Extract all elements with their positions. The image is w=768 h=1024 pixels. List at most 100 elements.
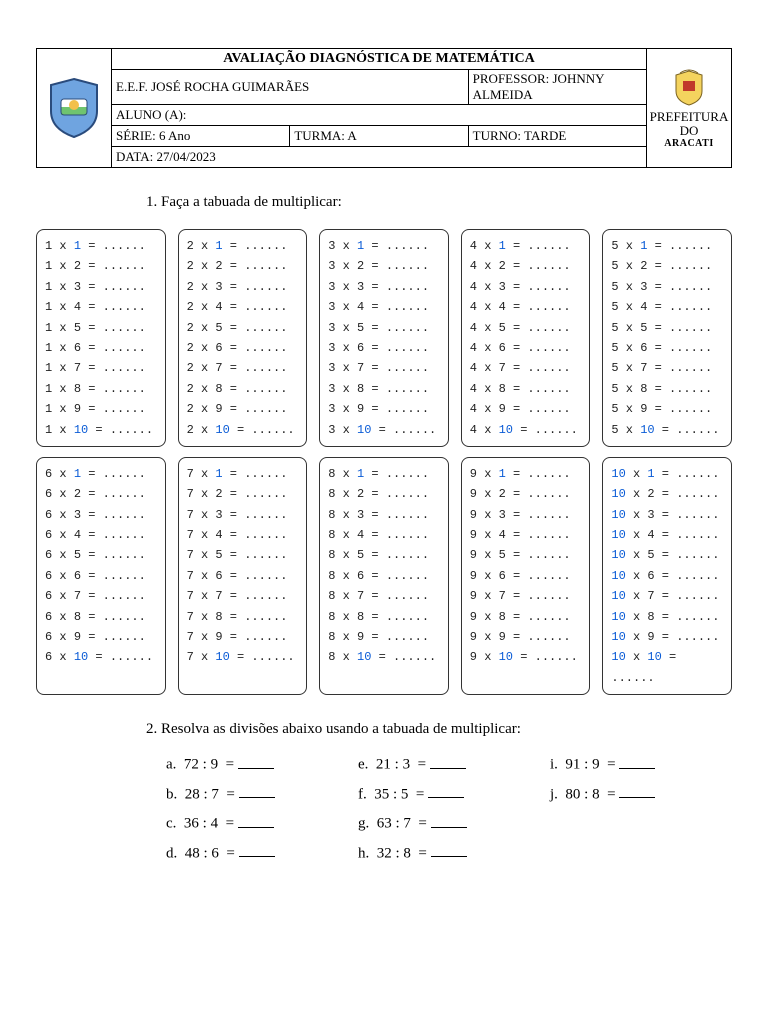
- division-item: b. 28 : 7 =: [166, 784, 348, 804]
- mult-row: 10 x 4 = ......: [611, 525, 723, 545]
- mult-row: 8 x 7 = ......: [328, 586, 440, 606]
- mult-row: 10 x 7 = ......: [611, 586, 723, 606]
- mult-row: 2 x 9 = ......: [187, 399, 299, 419]
- mult-row: 7 x 2 = ......: [187, 484, 299, 504]
- division-item: i. 91 : 9 =: [550, 754, 732, 774]
- mult-row: 5 x 1 = ......: [611, 236, 723, 256]
- mult-row: 3 x 6 = ......: [328, 338, 440, 358]
- mult-row: 2 x 7 = ......: [187, 358, 299, 378]
- mult-row: 3 x 2 = ......: [328, 256, 440, 276]
- mult-row: 1 x 8 = ......: [45, 379, 157, 399]
- mult-row: 5 x 3 = ......: [611, 277, 723, 297]
- mult-row: 6 x 6 = ......: [45, 566, 157, 586]
- mult-row: 2 x 3 = ......: [187, 277, 299, 297]
- mult-row: 3 x 9 = ......: [328, 399, 440, 419]
- mult-row: 7 x 3 = ......: [187, 505, 299, 525]
- mult-row: 8 x 9 = ......: [328, 627, 440, 647]
- mult-row: 10 x 9 = ......: [611, 627, 723, 647]
- mult-row: 4 x 1 = ......: [470, 236, 582, 256]
- mult-row: 4 x 5 = ......: [470, 318, 582, 338]
- mult-row: 1 x 9 = ......: [45, 399, 157, 419]
- division-item: f. 35 : 5 =: [358, 784, 540, 804]
- turno-field: TURNO: TARDE: [468, 126, 646, 147]
- division-item: e. 21 : 3 =: [358, 754, 540, 774]
- mult-row: 10 x 5 = ......: [611, 545, 723, 565]
- mult-row: 5 x 4 = ......: [611, 297, 723, 317]
- mult-row: 8 x 3 = ......: [328, 505, 440, 525]
- division-item: g. 63 : 7 =: [358, 813, 540, 833]
- mult-row: 1 x 7 = ......: [45, 358, 157, 378]
- serie-field: SÉRIE: 6 Ano: [112, 126, 290, 147]
- mult-row: 3 x 7 = ......: [328, 358, 440, 378]
- turma-field: TURMA: A: [290, 126, 468, 147]
- mult-table-10: 10 x 1 = ......10 x 2 = ......10 x 3 = .…: [602, 457, 732, 695]
- mult-row: 7 x 10 = ......: [187, 647, 299, 667]
- mult-row: 2 x 8 = ......: [187, 379, 299, 399]
- multiplication-grid: 1 x 1 = ......1 x 2 = ......1 x 3 = ....…: [36, 229, 732, 695]
- mult-row: 3 x 8 = ......: [328, 379, 440, 399]
- mult-row: 7 x 9 = ......: [187, 627, 299, 647]
- mult-row: 10 x 3 = ......: [611, 505, 723, 525]
- mult-table-8: 8 x 1 = ......8 x 2 = ......8 x 3 = ....…: [319, 457, 449, 695]
- school-name: E.E.F. JOSÉ ROCHA GUIMARÃES: [112, 70, 469, 105]
- mult-row: 6 x 5 = ......: [45, 545, 157, 565]
- mult-row: 5 x 10 = ......: [611, 420, 723, 440]
- mult-row: 9 x 5 = ......: [470, 545, 582, 565]
- mult-row: 4 x 8 = ......: [470, 379, 582, 399]
- mult-row: 4 x 2 = ......: [470, 256, 582, 276]
- city-logo-line2: ARACATI: [649, 138, 729, 149]
- mult-row: 7 x 5 = ......: [187, 545, 299, 565]
- division-item: h. 32 : 8 =: [358, 843, 540, 863]
- mult-table-9: 9 x 1 = ......9 x 2 = ......9 x 3 = ....…: [461, 457, 591, 695]
- mult-row: 6 x 8 = ......: [45, 607, 157, 627]
- mult-row: 9 x 1 = ......: [470, 464, 582, 484]
- mult-row: 7 x 7 = ......: [187, 586, 299, 606]
- division-column: i. 91 : 9 = j. 80 : 8 =: [550, 754, 732, 872]
- mult-row: 2 x 6 = ......: [187, 338, 299, 358]
- mult-table-4: 4 x 1 = ......4 x 2 = ......4 x 3 = ....…: [461, 229, 591, 447]
- mult-row: 5 x 5 = ......: [611, 318, 723, 338]
- mult-row: 2 x 10 = ......: [187, 420, 299, 440]
- mult-table-5: 5 x 1 = ......5 x 2 = ......5 x 3 = ....…: [602, 229, 732, 447]
- school-shield-icon: [47, 77, 101, 139]
- mult-row: 10 x 8 = ......: [611, 607, 723, 627]
- mult-row: 3 x 3 = ......: [328, 277, 440, 297]
- division-columns: a. 72 : 9 = b. 28 : 7 = c. 36 : 4 = d. 4…: [36, 754, 732, 872]
- mult-row: 5 x 8 = ......: [611, 379, 723, 399]
- mult-row: 9 x 10 = ......: [470, 647, 582, 667]
- mult-row: 1 x 6 = ......: [45, 338, 157, 358]
- mult-row: 4 x 7 = ......: [470, 358, 582, 378]
- mult-row: 9 x 4 = ......: [470, 525, 582, 545]
- mult-row: 9 x 9 = ......: [470, 627, 582, 647]
- professor: PROFESSOR: JOHNNY ALMEIDA: [468, 70, 646, 105]
- school-logo-cell: [37, 49, 112, 168]
- mult-row: 4 x 4 = ......: [470, 297, 582, 317]
- mult-row: 6 x 1 = ......: [45, 464, 157, 484]
- mult-row: 9 x 7 = ......: [470, 586, 582, 606]
- q2-prompt: 2. Resolva as divisões abaixo usando a t…: [36, 721, 732, 738]
- mult-row: 3 x 5 = ......: [328, 318, 440, 338]
- header-table: AVALIAÇÃO DIAGNÓSTICA DE MATEMÁTICA PREF…: [36, 48, 732, 168]
- mult-row: 6 x 3 = ......: [45, 505, 157, 525]
- mult-row: 4 x 3 = ......: [470, 277, 582, 297]
- mult-row: 1 x 5 = ......: [45, 318, 157, 338]
- mult-table-2: 2 x 1 = ......2 x 2 = ......2 x 3 = ....…: [178, 229, 308, 447]
- mult-row: 2 x 1 = ......: [187, 236, 299, 256]
- mult-row: 8 x 4 = ......: [328, 525, 440, 545]
- division-item: a. 72 : 9 =: [166, 754, 348, 774]
- mult-row: 3 x 4 = ......: [328, 297, 440, 317]
- mult-row: 2 x 4 = ......: [187, 297, 299, 317]
- data-field: DATA: 27/04/2023: [112, 147, 647, 168]
- doc-title: AVALIAÇÃO DIAGNÓSTICA DE MATEMÁTICA: [112, 49, 647, 70]
- mult-row: 6 x 4 = ......: [45, 525, 157, 545]
- mult-table-1: 1 x 1 = ......1 x 2 = ......1 x 3 = ....…: [36, 229, 166, 447]
- mult-row: 9 x 8 = ......: [470, 607, 582, 627]
- mult-row: 6 x 10 = ......: [45, 647, 157, 667]
- q1-prompt: 1. Faça a tabuada de multiplicar:: [36, 194, 732, 211]
- mult-row: 10 x 2 = ......: [611, 484, 723, 504]
- mult-row: 4 x 10 = ......: [470, 420, 582, 440]
- mult-row: 9 x 2 = ......: [470, 484, 582, 504]
- mult-row: 5 x 9 = ......: [611, 399, 723, 419]
- mult-row: 7 x 6 = ......: [187, 566, 299, 586]
- mult-row: 7 x 1 = ......: [187, 464, 299, 484]
